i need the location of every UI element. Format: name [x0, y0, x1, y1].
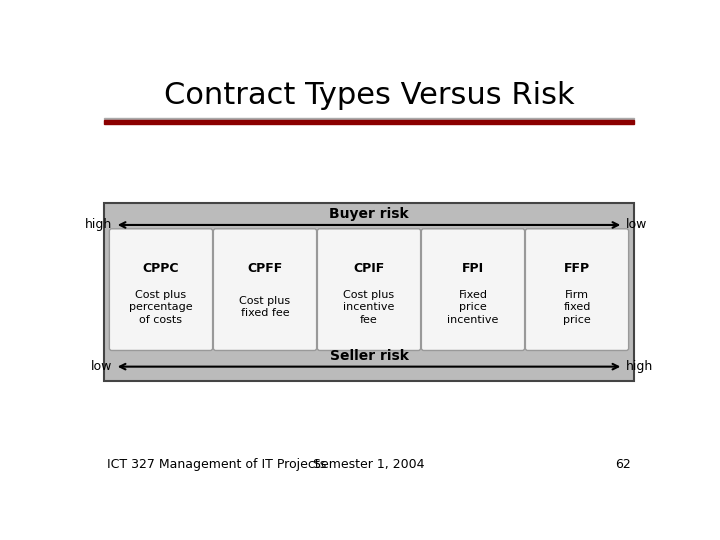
Text: Contract Types Versus Risk: Contract Types Versus Risk	[163, 81, 575, 110]
FancyBboxPatch shape	[421, 229, 525, 350]
Text: low: low	[91, 360, 112, 373]
Text: 62: 62	[615, 458, 631, 471]
Bar	[104, 118, 634, 119]
Text: low: low	[626, 219, 647, 232]
Text: Seller risk: Seller risk	[330, 349, 408, 363]
Text: CPFF: CPFF	[248, 262, 283, 275]
Text: Cost plus
percentage
of costs: Cost plus percentage of costs	[129, 290, 193, 325]
FancyBboxPatch shape	[213, 229, 317, 350]
Bar	[104, 204, 634, 381]
Bar	[104, 120, 634, 124]
Text: CPPC: CPPC	[143, 262, 179, 275]
FancyBboxPatch shape	[109, 229, 212, 350]
Text: CPIF: CPIF	[354, 262, 384, 275]
Text: Buyer risk: Buyer risk	[329, 207, 409, 221]
Text: FFP: FFP	[564, 262, 590, 275]
Text: high: high	[626, 360, 653, 373]
FancyBboxPatch shape	[526, 229, 629, 350]
Text: ICT 327 Management of IT Projects: ICT 327 Management of IT Projects	[107, 458, 326, 471]
Text: Cost plus
fixed fee: Cost plus fixed fee	[240, 296, 291, 319]
Text: Semester 1, 2004: Semester 1, 2004	[313, 458, 425, 471]
FancyBboxPatch shape	[318, 229, 420, 350]
Text: high: high	[85, 219, 112, 232]
Text: FPI: FPI	[462, 262, 484, 275]
Text: Fixed
price
incentive: Fixed price incentive	[447, 290, 499, 325]
Text: Cost plus
incentive
fee: Cost plus incentive fee	[343, 290, 395, 325]
Text: Firm
fixed
price: Firm fixed price	[563, 290, 591, 325]
